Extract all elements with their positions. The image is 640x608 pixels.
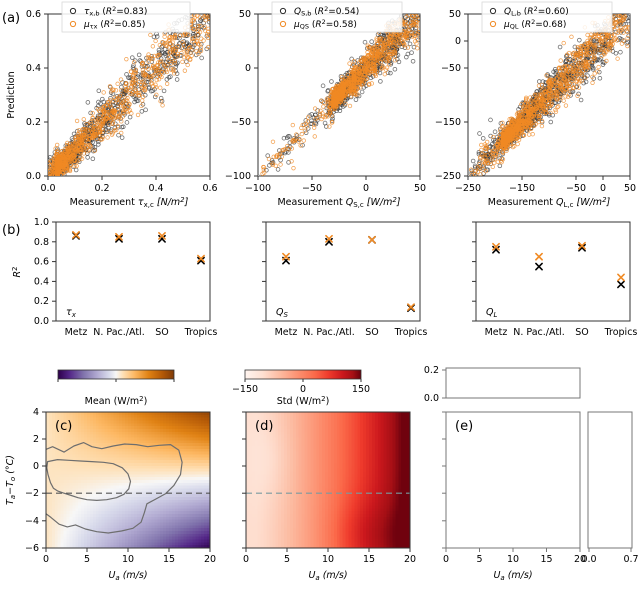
xlabel-d: Ua (m/s) (308, 570, 347, 582)
r2-plot-tau: 0.0 0.2 0.4 0.6 0.8 1.0 R2 τx Metz N. Pa… (11, 217, 217, 338)
inner-label-b1: τx (66, 307, 77, 319)
x-axis-b1: Metz N. Pac./Atl. SO Tropics (65, 327, 218, 338)
x-axis-b2: Metz N. Pac./Atl. SO Tropics (275, 327, 428, 338)
panel-b-svg: (b) 0.0 0.2 0.4 0.6 0.8 1.0 R2 τx Metz N… (2, 217, 638, 338)
xlabel-a1: Measurement τx,c [N/m2] (70, 196, 189, 209)
scatter-points-qs (260, 14, 420, 176)
cb-mean-label: Mean (W/m2) (85, 395, 148, 407)
legend-item-mu-qs: μQS (R2=0.58) (293, 18, 357, 31)
svg-text:−100: −100 (245, 183, 271, 194)
panel-a-label: (a) (2, 11, 20, 26)
cb-std-tick-min: −150 (232, 384, 258, 395)
svg-text:0: 0 (363, 183, 369, 194)
x-axis-d: 0 5 10 15 20 (243, 548, 416, 565)
svg-text:−50: −50 (302, 183, 322, 194)
panel-c-label: (c) (55, 419, 72, 434)
svg-text:0.6: 0.6 (202, 183, 217, 194)
r2-markers-tau (72, 230, 205, 265)
y-axis-b1: 0.0 0.2 0.4 0.6 0.8 1.0 (34, 217, 56, 327)
r2-plot-qs: QS Metz N. Pac./Atl. SO Tropics (262, 221, 428, 338)
ylabel-a1: Prediction (6, 71, 17, 118)
y-axis-a3: −250 −150 −50 0 50 (435, 9, 468, 182)
xlabel-a3: Measurement QL,c [W/m2] (488, 196, 611, 209)
xlabel-c: Ua (m/s) (108, 570, 147, 582)
svg-text:50: 50 (414, 183, 426, 194)
svg-text:0: 0 (245, 63, 251, 74)
panel-e-label: (e) (455, 419, 473, 434)
legend-a3: QL,b (R2=0.60) μQL (R2=0.68) (481, 1, 613, 33)
x-axis-a2: −100 −50 0 50 (245, 176, 426, 194)
svg-text:0.2: 0.2 (26, 117, 41, 128)
colorbar-svg: Mean (W/m2) −150 0 150 Std (W/m2) (57, 369, 370, 407)
y-axis-e (442, 411, 446, 549)
legend-item-mu-ql: μQL (R2=0.68) (503, 18, 566, 31)
y-axis-d (242, 411, 246, 549)
x-axis-right-hist: 0.0 0.7 (581, 548, 639, 565)
svg-text:−50: −50 (231, 117, 251, 128)
svg-text:0.4: 0.4 (148, 183, 163, 194)
svg-text:50: 50 (239, 9, 251, 20)
scatter-joint: 0.0 0.2 (e) 0 5 10 15 20 Ua (m/s) (424, 365, 639, 582)
scatter-points-ql (468, 14, 630, 176)
svg-text:0.0: 0.0 (40, 183, 55, 194)
colorbar-std: −150 0 150 Std (W/m2) (232, 369, 370, 407)
x-axis-e: 0 5 10 15 20 (443, 548, 586, 565)
cb-std-tick-mid: 0 (300, 384, 306, 395)
y-axis-c: −6 −4 −2 0 2 4 (25, 407, 46, 554)
r2-plot-ql: QL Metz N. Pac./Atl. SO Tropics (472, 221, 638, 338)
cb-std-label: Std (W/m2) (277, 395, 330, 407)
cb-std-tick-max: 150 (352, 384, 370, 395)
svg-text:0.2: 0.2 (94, 183, 109, 194)
inner-label-b3: QL (486, 307, 497, 319)
svg-text:−100: −100 (225, 171, 251, 182)
top-histogram: 0.0 0.2 (424, 365, 581, 404)
panel-a-svg: (a) 0.0 0.2 0.4 0.6 0.0 0.2 0.4 0.6 Meas… (2, 1, 636, 209)
panel-a-row: (a) 0.0 0.2 0.4 0.6 0.0 0.2 0.4 0.6 Meas… (0, 0, 640, 210)
panel-d-label: (d) (255, 419, 273, 434)
legend-item-tau-b: τx,b (R2=0.83) (84, 5, 147, 18)
r2-markers-qs (282, 234, 415, 313)
legend-item-mu-tau: μτx (R2=0.85) (83, 18, 145, 31)
colorbar-mean: Mean (W/m2) (57, 369, 175, 407)
y-axis-a2: −100 −50 0 50 (225, 9, 258, 182)
ylabel-b: R2 (11, 266, 23, 277)
svg-text:0.6: 0.6 (26, 9, 41, 20)
inner-label-b2: QS (276, 307, 288, 319)
svg-text:0.0: 0.0 (26, 171, 41, 182)
xlabel-a2: Measurement QS,c [W/m2] (277, 196, 400, 209)
scatter-ql: −250 −150 −50 0 50 −250 −150 −50 0 50 Me… (435, 1, 636, 209)
legend-a2: QS,b (R2=0.54) μQS (R2=0.58) (271, 1, 403, 33)
panel-cde-row: (c) −6 −4 −2 0 2 4 0 5 10 15 20 Ua (m/s)… (0, 362, 640, 608)
scatter-tau: 0.0 0.2 0.4 0.6 0.0 0.2 0.4 0.6 Measurem… (6, 1, 218, 209)
legend-a1: τx,b (R2=0.83) μτx (R2=0.85) (61, 1, 191, 33)
panel-b-row: (b) 0.0 0.2 0.4 0.6 0.8 1.0 R2 τx Metz N… (0, 212, 640, 352)
legend-item-qs-b: QS,b (R2=0.54) (294, 5, 359, 18)
x-axis-a3: −250 −150 −50 0 50 (455, 176, 636, 194)
y-axis-b3 (472, 221, 476, 322)
x-axis-b3: Metz N. Pac./Atl. SO Tropics (485, 327, 638, 338)
right-histogram: 0.0 0.7 (581, 411, 639, 565)
heatmap-std: (d) 0 5 10 15 20 Ua (m/s) (242, 411, 416, 582)
y-axis-top-hist: 0.0 0.2 (424, 365, 446, 404)
scatter-points-tau (48, 14, 210, 176)
ylabel-c: Ta−To (°C) (5, 455, 17, 505)
panel-cde-svg: (c) −6 −4 −2 0 2 4 0 5 10 15 20 Ua (m/s)… (5, 365, 639, 582)
xlabel-e: Ua (m/s) (493, 570, 532, 582)
scatter-qs: −100 −50 0 50 −100 −50 0 50 Measurement … (225, 1, 426, 209)
x-axis-a1: 0.0 0.2 0.4 0.6 (40, 176, 218, 194)
colorbar-row: Mean (W/m2) −150 0 150 Std (W/m2) (0, 360, 640, 407)
svg-text:0.4: 0.4 (26, 63, 41, 74)
panel-b-label: (b) (2, 223, 20, 238)
legend-item-ql-b: QL,b (R2=0.60) (504, 5, 569, 18)
x-axis-c: 0 5 10 15 20 (43, 548, 216, 565)
y-axis-a1: 0.0 0.2 0.4 0.6 (26, 9, 48, 182)
y-axis-b2 (262, 221, 266, 322)
r2-markers-ql (492, 241, 625, 289)
heatmap-mean: (c) −6 −4 −2 0 2 4 0 5 10 15 20 Ua (m/s)… (5, 407, 216, 582)
